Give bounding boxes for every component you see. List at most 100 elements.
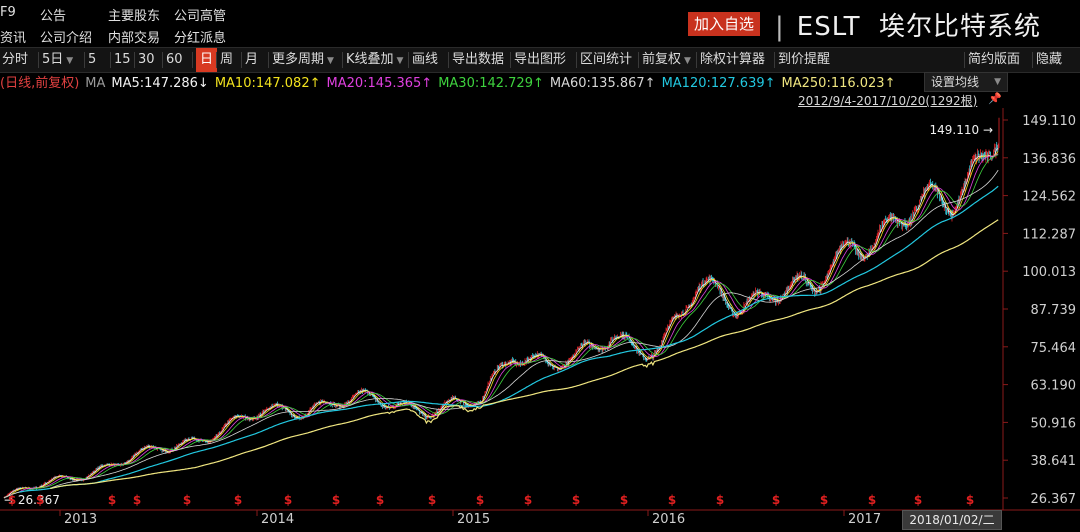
- dividend-marker-icon: $: [668, 493, 676, 507]
- dividend-marker-icon: $: [428, 493, 436, 507]
- add-watchlist-button[interactable]: 加入自选: [688, 12, 760, 36]
- toolbar-item-18[interactable]: 简约版面: [968, 48, 1020, 72]
- toolbar-item-4[interactable]: 30: [138, 48, 155, 72]
- ma-indicator-row: (日线,前复权) MA MA5:147.286↓ MA10:147.082↑ MA20:…: [0, 72, 907, 91]
- dividend-marker-icon: $: [376, 493, 384, 507]
- toolbar-item-0[interactable]: 分时: [2, 48, 28, 72]
- toolbar-item-3[interactable]: 15: [114, 48, 131, 72]
- ma250-line: [50, 219, 999, 489]
- toolbar-item-19[interactable]: 隐藏: [1036, 48, 1062, 72]
- dividend-marker-icon: $: [234, 493, 242, 507]
- toolbar-divider: [638, 52, 639, 68]
- nav-link-0[interactable]: F9: [0, 5, 16, 20]
- toolbar-label: 画线: [412, 52, 439, 67]
- ma30-line: [3, 154, 999, 499]
- toolbar-item-12[interactable]: 导出数据: [452, 48, 504, 72]
- toolbar-label: 导出数据: [452, 52, 505, 67]
- nav-link-2[interactable]: 主要股东: [108, 9, 161, 24]
- pin-icon[interactable]: 📌: [988, 92, 1002, 105]
- toolbar-label: 15: [114, 52, 131, 67]
- dividend-marker-icon: $: [476, 493, 484, 507]
- price-axis-label: 26.367: [1031, 492, 1077, 507]
- ma-item-6: MA250:116.023↑: [781, 76, 896, 91]
- ma-settings-button[interactable]: 设置均线 ▼: [924, 72, 1008, 92]
- dividend-marker-icon: $: [284, 493, 292, 507]
- toolbar-divider: [408, 52, 409, 68]
- toolbar-item-10[interactable]: K线叠加 ▼: [346, 48, 403, 72]
- dividend-marker-icon: $: [572, 493, 580, 507]
- price-axis-label: 63.190: [1031, 379, 1077, 394]
- toolbar-item-2[interactable]: 5: [88, 48, 96, 72]
- title-separator: |: [775, 12, 785, 42]
- toolbar-label: 简约版面: [968, 52, 1021, 67]
- min-price-label: → 26.367: [4, 493, 60, 507]
- dividend-marker-icon: $: [36, 493, 44, 507]
- chevron-down-icon: ▼: [396, 56, 404, 66]
- toolbar-label: 5: [88, 52, 97, 67]
- stock-name: 埃尔比特系统: [879, 12, 1042, 42]
- toolbar-item-5[interactable]: 60: [166, 48, 183, 72]
- dividend-marker-icon: $: [772, 493, 780, 507]
- ma-item-1: MA10:147.082↑: [214, 76, 321, 91]
- toolbar-item-7[interactable]: 周: [220, 48, 233, 72]
- toolbar-divider: [510, 52, 511, 68]
- nav-link-3[interactable]: 公司高管: [174, 9, 227, 24]
- toolbar-item-16[interactable]: 除权计算器: [700, 48, 765, 72]
- toolbar-item-1[interactable]: 5日 ▼: [42, 48, 73, 72]
- dividend-marker-icon: $: [868, 493, 876, 507]
- toolbar-item-6[interactable]: 日: [196, 48, 218, 72]
- candlestick-chart[interactable]: 149.110 136.836 124.562 112.287 100.013 87.73…: [0, 108, 1080, 532]
- chevron-down-icon: ▼: [66, 56, 74, 66]
- price-axis-label: 100.013: [1022, 265, 1076, 280]
- stock-code: ESLT: [796, 12, 861, 42]
- toolbar-divider: [216, 52, 217, 68]
- ma20-line: [3, 153, 999, 499]
- price-axis-label: 87.739: [1031, 303, 1077, 318]
- toolbar-divider: [162, 52, 163, 68]
- toolbar-item-11[interactable]: 画线: [412, 48, 438, 72]
- chevron-down-icon: ▼: [327, 56, 334, 66]
- dividend-marker-icon: $: [183, 493, 191, 507]
- toolbar-label: 除权计算器: [700, 52, 766, 67]
- chart-toolbar: 分时 5日 ▼ 5 15 30 60 日周月更多周期 ▼ K线叠加 ▼ 画线 导出数据 导出图形 区间统计前…: [0, 47, 1080, 73]
- year-axis-label: 2016: [652, 512, 685, 527]
- ma60-line: [3, 169, 999, 499]
- ma-item-3: MA30:142.729↑: [438, 76, 544, 91]
- toolbar-item-14[interactable]: 区间统计: [580, 48, 632, 72]
- toolbar-label: 前复权: [642, 52, 682, 67]
- nav-link-7[interactable]: 分红派息: [174, 31, 227, 46]
- toolbar-label: 更多周期: [272, 52, 325, 67]
- toolbar-divider: [38, 52, 39, 68]
- chart-mode-label: (日线,前复权): [0, 76, 80, 91]
- toolbar-label: 区间统计: [580, 52, 633, 67]
- chevron-down-icon: ▼: [994, 77, 1001, 87]
- nav-link-4[interactable]: 资讯: [0, 31, 27, 46]
- toolbar-item-9[interactable]: 更多周期 ▼: [272, 48, 334, 72]
- toolbar-item-17[interactable]: 到价提醒: [778, 48, 830, 72]
- date-range-label: 2012/9/4-2017/10/20(1292根): [798, 94, 978, 108]
- ma-item-0: MA5:147.286↓: [111, 76, 209, 91]
- toolbar-label: 分时: [2, 52, 29, 67]
- dividend-marker-icon: $: [108, 493, 116, 507]
- price-axis-label: 112.287: [1022, 227, 1076, 242]
- ma-item-5: MA120:127.639↑: [661, 76, 776, 91]
- dividend-marker-icon: $: [332, 493, 340, 507]
- toolbar-label: 日: [200, 52, 214, 67]
- nav-link-5[interactable]: 公司介绍: [40, 31, 93, 46]
- toolbar-divider: [84, 52, 85, 68]
- chevron-down-icon: ▼: [684, 56, 691, 66]
- toolbar-divider: [192, 52, 193, 68]
- toolbar-label: 导出图形: [514, 52, 567, 67]
- toolbar-divider: [964, 52, 965, 68]
- toolbar-item-8[interactable]: 月: [245, 48, 258, 72]
- dividend-marker-icon: $: [524, 493, 532, 507]
- year-axis-label: 2013: [64, 512, 97, 527]
- toolbar-item-13[interactable]: 导出图形: [514, 48, 566, 72]
- nav-link-1[interactable]: 公告: [40, 9, 67, 24]
- top-navigation: [0, 0, 1080, 46]
- year-axis-label: 2015: [457, 512, 490, 527]
- toolbar-divider: [696, 52, 697, 68]
- dividend-marker-icon: $: [133, 493, 141, 507]
- toolbar-item-15[interactable]: 前复权 ▼: [642, 48, 691, 72]
- nav-link-6[interactable]: 内部交易: [108, 31, 161, 46]
